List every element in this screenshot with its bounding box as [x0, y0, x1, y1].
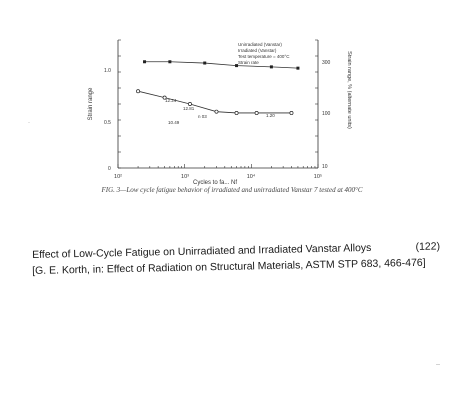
- y2-tick-label-1: 300: [322, 60, 331, 66]
- page-number: (122): [415, 240, 441, 253]
- scan-speck: ·: [28, 120, 30, 126]
- x-tick-label-1: 10²: [114, 174, 122, 180]
- data-point: [187, 102, 192, 106]
- data-point: [168, 60, 172, 64]
- data-point: [289, 111, 294, 115]
- fatigue-chart: Cycles to fa... Nf Strain range Strain r…: [88, 39, 352, 186]
- x-tick-label-3: 10⁴: [247, 173, 256, 180]
- data-point: [203, 61, 207, 65]
- data-point: [136, 89, 141, 94]
- data-point: [235, 64, 239, 68]
- legend-line-1: Unirradiated (Vanstar): [238, 42, 282, 47]
- data-point: [269, 65, 273, 69]
- series-group: [136, 60, 300, 115]
- y-axis-label: Strain range: [88, 87, 94, 120]
- y2-tick-label-2: 100: [322, 111, 331, 117]
- axis-ticks: [117, 39, 319, 169]
- x-tick-label-2: 10³: [181, 174, 189, 180]
- data-point: [162, 95, 167, 100]
- point-label-1: 12.24: [165, 98, 177, 103]
- data-point: [234, 111, 239, 115]
- y2-tick-label-3: 10: [322, 164, 328, 170]
- data-point: [143, 60, 147, 64]
- point-label-2: 12.81: [183, 106, 195, 111]
- data-point: [296, 66, 300, 70]
- x-axis-label: Cycles to fa... Nf: [193, 180, 237, 186]
- legend-line-3: Test temperature = 400°C: [238, 54, 290, 59]
- figure-caption: FIG. 3—Low cycle fatigue behavior of irr…: [101, 186, 363, 194]
- data-point: [214, 109, 219, 114]
- point-label-5: 1.20: [266, 113, 275, 118]
- series-line-2: [137, 90, 292, 114]
- y2-axis-label: Strain range, % (alternate units): [346, 51, 352, 129]
- y-tick-label-1: 1.0: [104, 68, 111, 74]
- legend: Unirradiated (Vanstar) Irradiated (Vanst…: [238, 42, 290, 65]
- legend-line-4: Strain rate: [238, 60, 259, 65]
- y-tick-label-2: 0.5: [104, 120, 111, 126]
- point-label-4: 10.49: [168, 120, 180, 125]
- y-tick-label-3: 0: [108, 166, 111, 172]
- scan-speck: ‥: [436, 361, 441, 367]
- data-point: [254, 111, 259, 115]
- point-label-3: n 03: [198, 114, 207, 119]
- legend-line-2: Irradiated (Vanstar): [238, 48, 277, 53]
- x-tick-label-4: 10⁵: [314, 173, 322, 180]
- series-line-1: [144, 61, 298, 69]
